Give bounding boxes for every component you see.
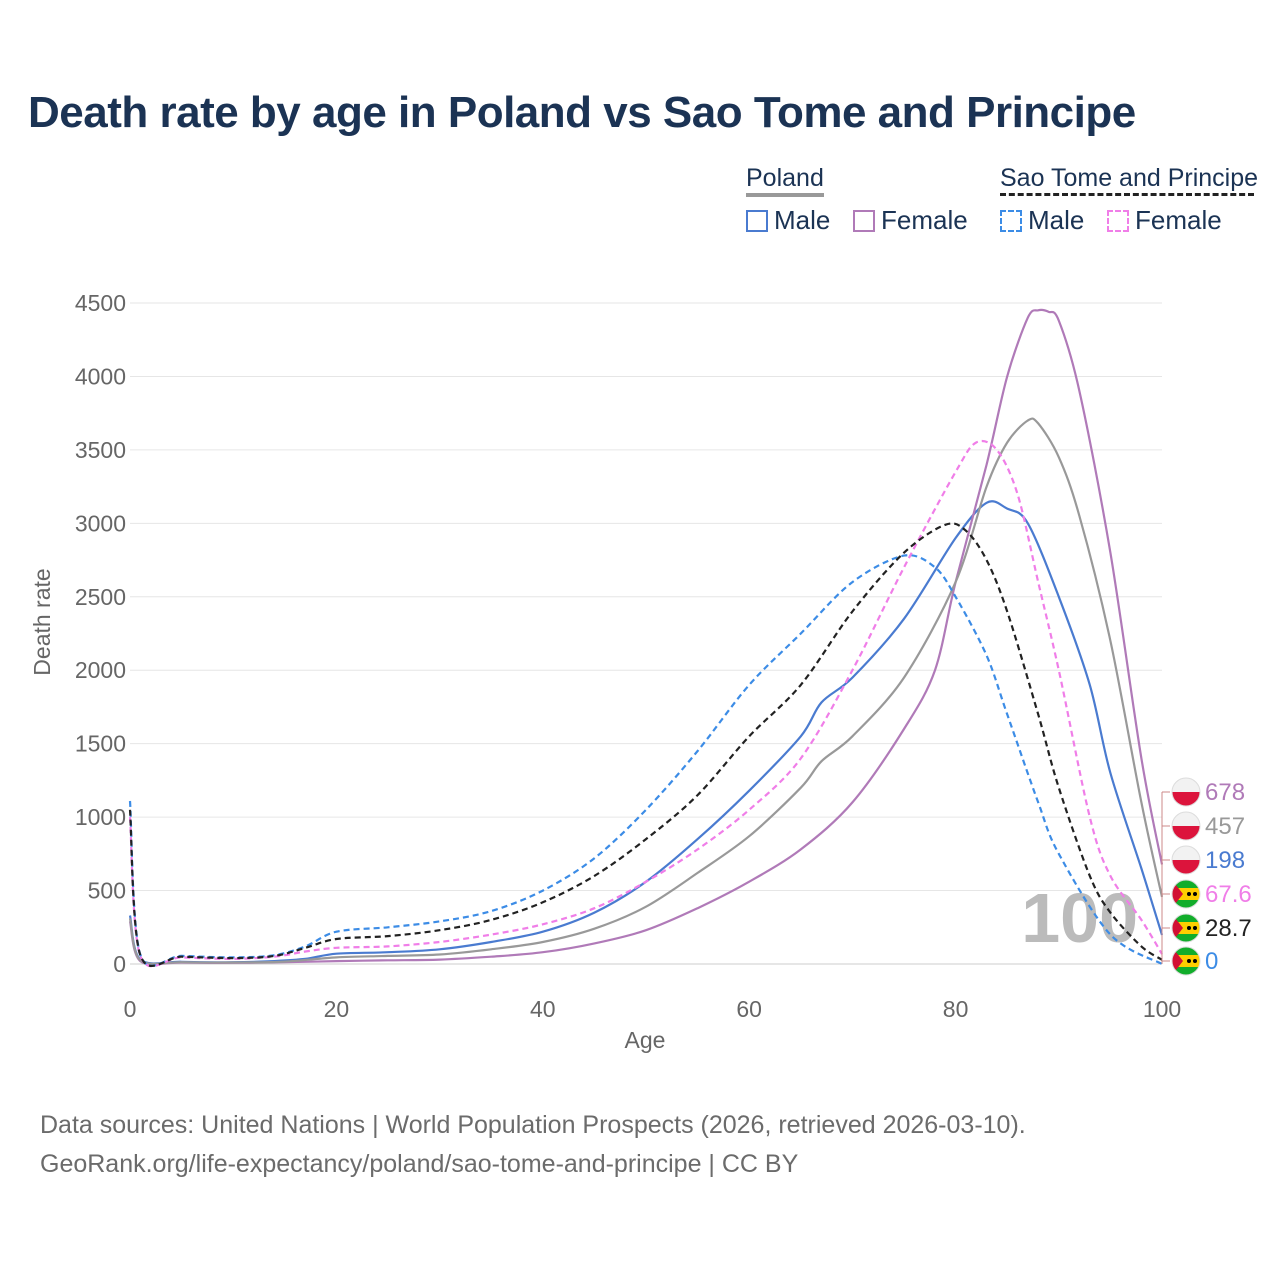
x-tick-label: 80 — [943, 996, 969, 1022]
poland-flag-icon — [1171, 845, 1201, 875]
series-line-sao-tome-and-principe-female[interactable] — [128, 439, 1163, 968]
gridlines — [130, 302, 1162, 965]
x-axis-title: Age — [625, 1027, 666, 1053]
end-value-label: 678 — [1205, 779, 1245, 806]
legend-poland-female[interactable]: Female — [853, 205, 968, 236]
x-tick-label: 0 — [124, 996, 137, 1022]
y-tick-label: 1000 — [75, 804, 126, 830]
series-line-poland-male[interactable] — [128, 500, 1164, 965]
legend-label: Male — [774, 205, 831, 235]
series-lines — [128, 308, 1164, 968]
sources-line-2[interactable]: GeoRank.org/life-expectancy/poland/sao-t… — [40, 1150, 799, 1178]
end-value-label: 67.6 — [1205, 881, 1252, 908]
legend-label: Female — [1135, 205, 1222, 235]
x-tick-label: 60 — [736, 996, 762, 1022]
legend-swatch-female-dashed — [1107, 209, 1129, 232]
y-tick-label: 2000 — [75, 657, 126, 683]
chart-title: Death rate by age in Poland vs Sao Tome … — [28, 88, 1136, 137]
end-value-label: 28.7 — [1205, 915, 1252, 942]
y-tick-label: 4000 — [75, 363, 126, 389]
end-value-label: 198 — [1205, 847, 1245, 874]
y-tick-label: 3500 — [75, 437, 126, 463]
y-tick-label: 1500 — [75, 731, 126, 757]
legend-label: Female — [881, 205, 968, 235]
legend-group-sao-tome: Sao Tome and Principe — [1000, 164, 1259, 192]
series-line-sao-tome-and-principe-total[interactable] — [128, 522, 1163, 968]
sao-tome-flag-icon — [1171, 913, 1201, 943]
end-value-label: 457 — [1205, 813, 1245, 840]
series-line-sao-tome-and-principe-male[interactable] — [128, 554, 1163, 967]
y-tick-label: 2500 — [75, 584, 126, 610]
sao-tome-flag-icon — [1171, 946, 1201, 976]
series-line-poland-total[interactable] — [128, 417, 1164, 965]
sources-line-1: Data sources: United Nations | World Pop… — [40, 1111, 1026, 1139]
end-value-label: 0 — [1205, 948, 1218, 975]
y-axis-title: Death rate — [29, 568, 55, 675]
legend-label: Male — [1028, 205, 1085, 235]
legend-sao-tome-female[interactable]: Female — [1107, 205, 1222, 236]
legend-swatch-male-dashed — [1000, 209, 1022, 232]
x-axis-ticks: 0 20 40 60 80 100 — [124, 996, 1182, 1022]
poland-flag-icon — [1171, 777, 1201, 807]
y-tick-label: 500 — [88, 878, 126, 904]
legend-underline-poland — [746, 193, 824, 197]
y-axis-ticks: 0 500 1000 1500 2000 2500 3000 3500 4000 4500 — [75, 290, 126, 977]
sao-tome-flag-icon — [1171, 879, 1201, 909]
legend-underline-sao-tome — [1000, 193, 1254, 196]
x-tick-label: 40 — [530, 996, 556, 1022]
legend-swatch-female-solid — [853, 209, 875, 232]
legend-swatch-male-solid — [746, 209, 768, 232]
data-sources: Data sources: United Nations | World Pop… — [40, 1106, 1026, 1184]
y-tick-label: 4500 — [75, 290, 126, 316]
legend-sao-tome-male[interactable]: Male — [1000, 205, 1084, 236]
series-line-poland-female[interactable] — [128, 308, 1164, 966]
end-markers: 678 457 198 67.6 28.7 0 — [1161, 777, 1252, 976]
x-tick-label: 100 — [1143, 996, 1181, 1022]
x-tick-label: 20 — [324, 996, 350, 1022]
y-tick-label: 0 — [113, 951, 126, 977]
poland-flag-icon — [1171, 811, 1201, 841]
y-tick-label: 3000 — [75, 510, 126, 536]
legend-poland-male[interactable]: Male — [746, 205, 830, 236]
legend-group-poland: Poland — [746, 164, 824, 192]
